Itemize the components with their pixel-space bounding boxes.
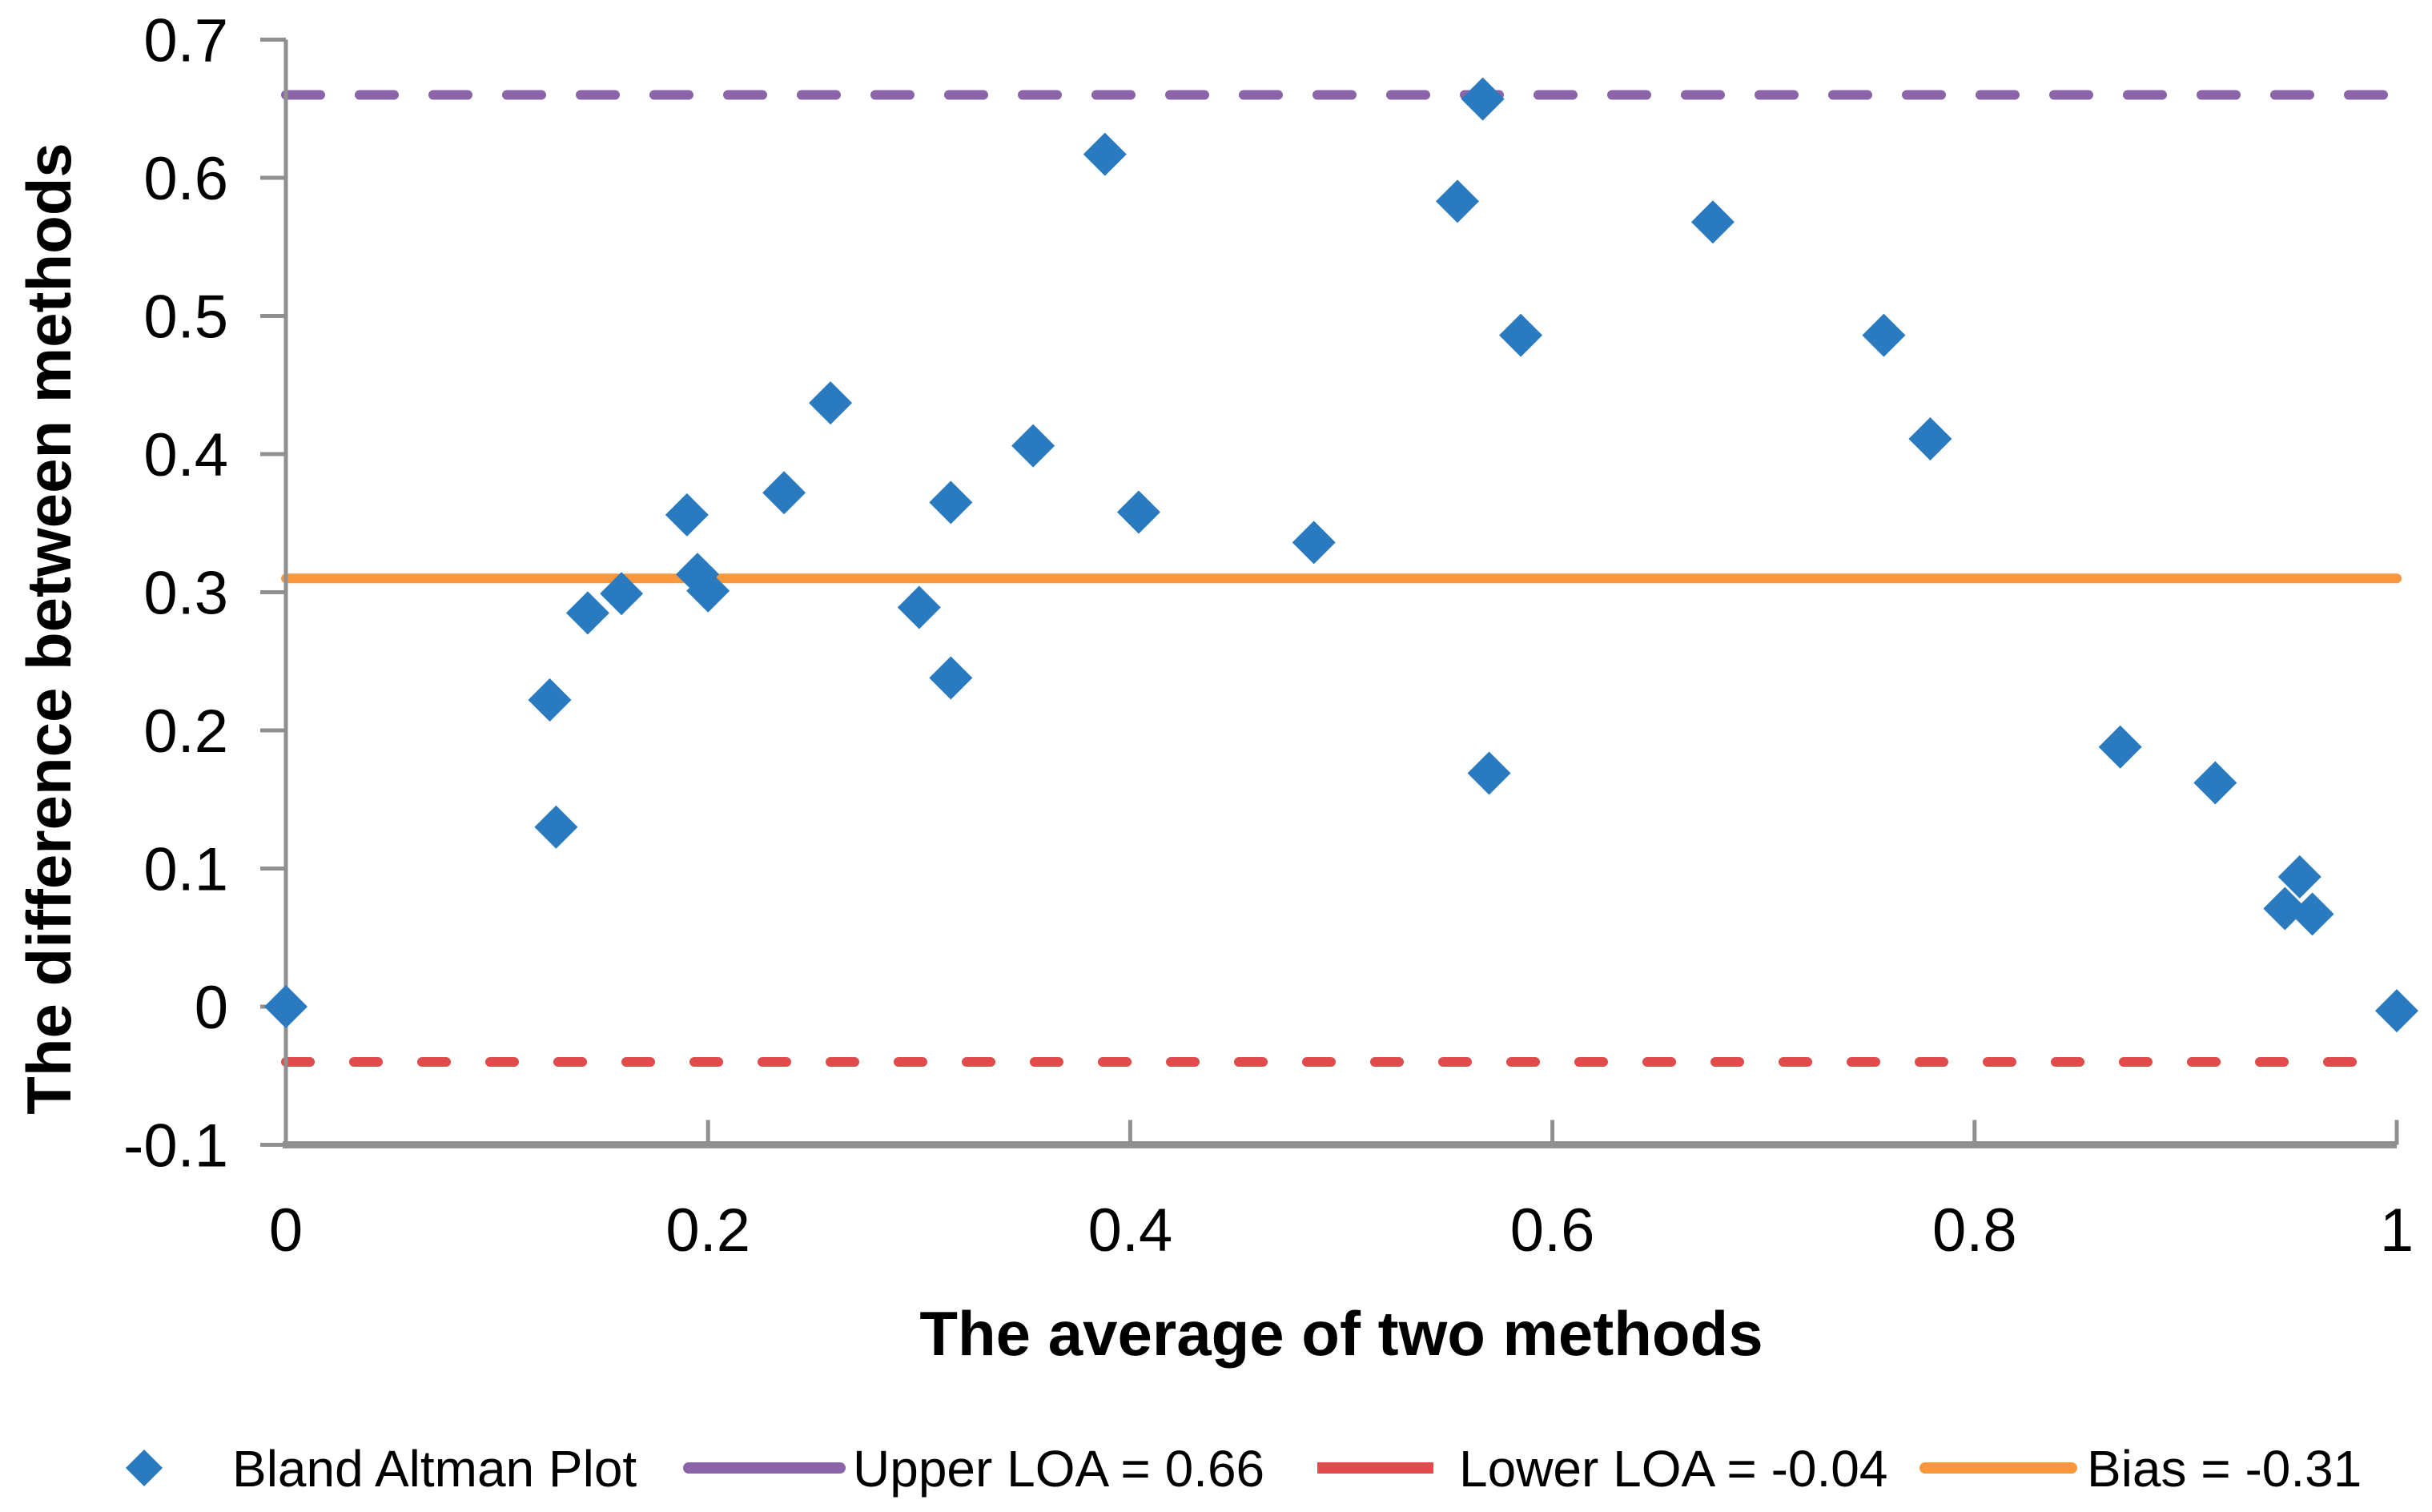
legend-label: Upper LOA = 0.66 [853, 1440, 1264, 1498]
data-point [1011, 424, 1055, 468]
data-point [809, 381, 853, 425]
x-axis-title: The average of two methods [919, 1298, 1763, 1369]
legend-item: Bland Altman Plot [126, 1440, 637, 1498]
x-tick-label: 0.6 [1510, 1196, 1595, 1265]
data-point [1690, 200, 1735, 244]
data-point [897, 585, 941, 629]
legend-item: Upper LOA = 0.66 [683, 1440, 1264, 1498]
x-tick-label: 0.8 [1932, 1196, 2017, 1265]
legend: Bland Altman Plot Upper LOA = 0.66 Lower L… [126, 1440, 2362, 1498]
data-point [1467, 751, 1511, 795]
data-point [1499, 313, 1543, 357]
data-point [2098, 725, 2142, 769]
data-point [2277, 855, 2321, 899]
x-tick-label: 0 [269, 1196, 303, 1265]
data-point [264, 985, 308, 1028]
legend-item: Lower LOA = -0.04 [1317, 1440, 1887, 1498]
y-tick-label: 0.2 [143, 698, 228, 766]
data-point [2375, 989, 2418, 1033]
axes-group: 0.7 0.6 0.5 0.4 0.3 0.2 0.1 0 -0.1 0 0.2 0.4 0.6 0.8 1 [123, 7, 2414, 1265]
data-point [929, 481, 973, 525]
legend-label: Bland Altman Plot [232, 1440, 637, 1498]
legend-diamond-icon [126, 1450, 163, 1486]
x-tick-label: 1 [2380, 1196, 2414, 1265]
data-point [1083, 132, 1127, 176]
y-tick-label: 0 [195, 974, 228, 1042]
data-point [1908, 417, 1952, 461]
reference-lines-group [281, 90, 2402, 1067]
x-tick-label: 0.4 [1088, 1196, 1173, 1265]
data-point [1862, 313, 1906, 357]
data-point [528, 678, 572, 722]
data-point [2263, 887, 2307, 931]
y-tick-label: 0.7 [143, 7, 228, 75]
data-point [665, 493, 709, 537]
data-point [762, 471, 806, 515]
data-point [1116, 490, 1160, 534]
legend-label: Lower LOA = -0.04 [1459, 1440, 1887, 1498]
data-point [2290, 892, 2334, 936]
data-point [1461, 77, 1505, 121]
data-point [1292, 521, 1336, 565]
y-tick-label: -0.1 [123, 1112, 228, 1180]
y-tick-label: 0.3 [143, 560, 228, 628]
legend-item: Bias = -0.31 [1919, 1440, 2362, 1498]
data-point [929, 656, 973, 700]
legend-label: Bias = -0.31 [2087, 1440, 2362, 1498]
y-tick-label: 0.6 [143, 145, 228, 213]
data-point [1435, 179, 1479, 223]
data-point [2193, 761, 2237, 805]
data-point [534, 805, 578, 849]
y-tick-label: 0.4 [143, 421, 228, 489]
y-axis-title: The difference between methods [14, 143, 84, 1115]
scatter-points-group [264, 77, 2418, 1033]
y-tick-label: 0.5 [143, 284, 228, 352]
data-point [565, 591, 609, 635]
data-point [686, 569, 730, 613]
y-tick-label: 0.1 [143, 836, 228, 904]
data-point [600, 572, 644, 616]
x-tick-label: 0.2 [665, 1196, 750, 1265]
